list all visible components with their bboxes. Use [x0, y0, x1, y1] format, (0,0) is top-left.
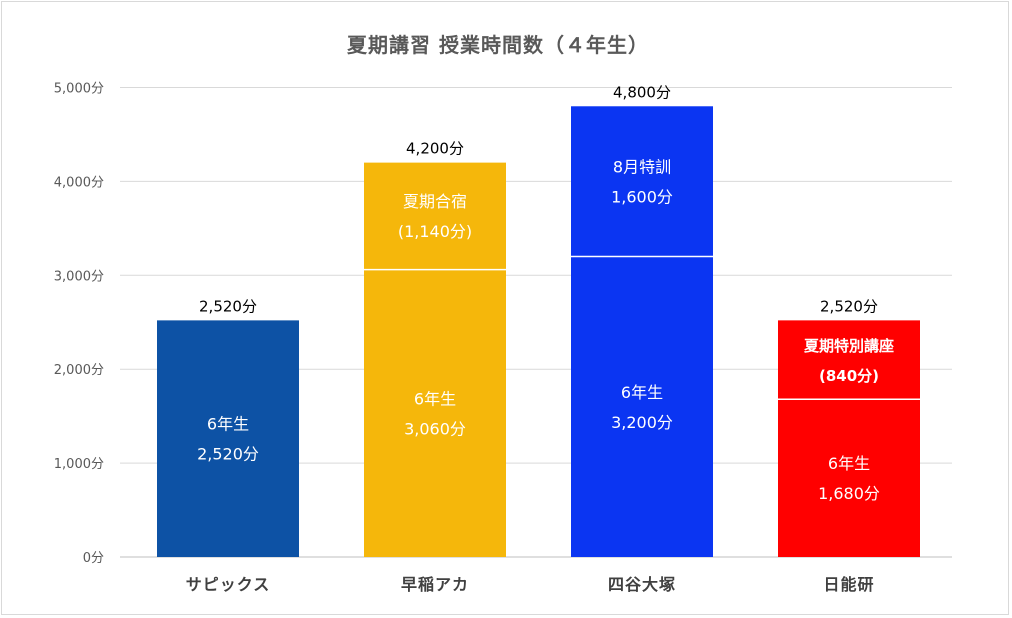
- y-tick-label: 0分: [83, 551, 104, 566]
- y-tick-label: 3,000分: [54, 269, 104, 284]
- x-category-label: サピックス: [186, 575, 271, 594]
- bar-group: 6年生 3,200分 8月特訓 1,600分 4,800分: [571, 83, 713, 557]
- total-data-label: 2,520分: [199, 297, 257, 315]
- x-axis: サピックス 早稲アカ 四谷大塚 日能研: [186, 575, 874, 594]
- y-tick-label: 2,000分: [54, 363, 104, 378]
- bar-segment: [571, 106, 713, 257]
- total-data-label: 2,520分: [820, 297, 878, 315]
- y-tick-label: 5,000分: [54, 82, 104, 97]
- segment-label: 8月特訓: [613, 157, 671, 176]
- segment-label: 夏期合宿: [403, 192, 467, 211]
- segment-label: (1,140分): [398, 222, 472, 241]
- segment-label: 6年生: [414, 389, 456, 408]
- y-tick-label: 1,000分: [54, 457, 104, 472]
- bar-segment: [364, 269, 506, 557]
- segment-label: 1,600分: [611, 187, 673, 206]
- chart-title: 夏期講習 授業時間数（４年生）: [347, 33, 649, 57]
- segment-label: 6年生: [828, 454, 870, 473]
- segment-label: 3,060分: [404, 419, 466, 438]
- x-category-label: 早稲アカ: [401, 575, 469, 594]
- y-tick-label: 4,000分: [54, 175, 104, 190]
- segment-label: 3,200分: [611, 413, 673, 432]
- segment-label: (840分): [819, 367, 879, 385]
- total-data-label: 4,200分: [406, 140, 464, 158]
- bar-segment: [364, 162, 506, 270]
- segment-label: 夏期特別講座: [803, 337, 894, 355]
- bar-group: 6年生 2,520分 2,520分: [157, 297, 299, 557]
- total-data-label: 4,800分: [613, 83, 671, 101]
- x-category-label: 日能研: [823, 575, 874, 594]
- y-axis: 0分 1,000分 2,000分 3,000分 4,000分 5,000分: [54, 82, 104, 567]
- segment-label: 1,680分: [818, 484, 880, 503]
- x-category-label: 四谷大塚: [608, 575, 676, 594]
- segment-label: 6年生: [621, 383, 663, 402]
- bar-segment: [778, 399, 920, 557]
- segment-label: 2,520分: [197, 445, 259, 464]
- bar-segment: [778, 320, 920, 400]
- bar-segment: [157, 320, 299, 557]
- segment-label: 6年生: [207, 415, 249, 434]
- bar-segment: [571, 256, 713, 557]
